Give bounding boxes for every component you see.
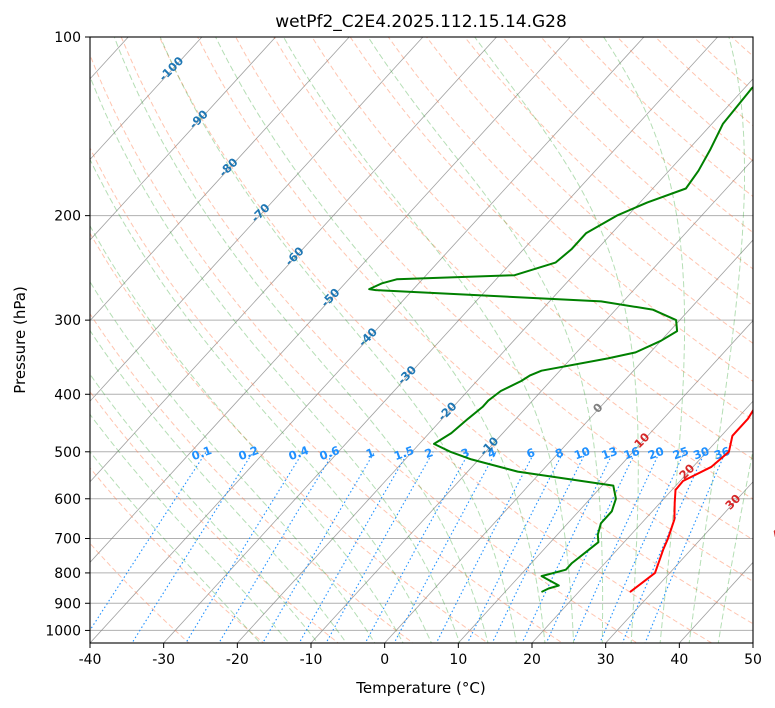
- mixing-ratio-line: [393, 451, 497, 643]
- moist-adiabat-line: [113, 37, 489, 643]
- x-tick-label: -40: [79, 652, 102, 668]
- isotherm-line: [90, 37, 276, 241]
- plot-background: [90, 37, 753, 643]
- dry-adiabat-line: [426, 37, 753, 344]
- mixing-ratio-line: [621, 451, 706, 643]
- dry-adiabat-line: [90, 390, 339, 643]
- x-tick-label: -20: [226, 652, 249, 668]
- moist-adiabat-line: [688, 37, 745, 643]
- axes: -40 -30 -20 -10 0 10 20 30 40 50 100 200 300 400 500 60…: [45, 30, 762, 668]
- moist-adiabat-line: [367, 37, 604, 643]
- dry-adiabat-line: [120, 37, 713, 643]
- y-tick-label: 800: [54, 566, 81, 582]
- mixing-ratio-label: 0.6: [318, 443, 342, 463]
- y-tick-label: 300: [54, 313, 81, 329]
- moist-adiabat-line: [90, 224, 404, 643]
- y-tick-label: 900: [54, 596, 81, 612]
- mixing-ratio-line: [521, 451, 614, 643]
- mixing-ratio-line: [364, 451, 470, 643]
- moist-adiabat-line: [90, 280, 376, 643]
- isotherm-label: 40: [769, 521, 775, 542]
- moist-adiabat-line: [159, 37, 518, 643]
- mixing-ratio-label: 36: [712, 444, 732, 463]
- moist-adiabat-line: [90, 450, 261, 643]
- y-tick-label: 100: [54, 30, 81, 46]
- mixing-ratio-line: [325, 451, 434, 643]
- x-tick-label: 20: [523, 652, 541, 668]
- moist-adiabat-line: [717, 448, 753, 643]
- isotherm-line: [237, 78, 753, 643]
- isotherm-line: [310, 158, 753, 643]
- isotherm-line: [90, 37, 203, 161]
- isotherm-line: [90, 37, 497, 483]
- dewpoint-profile-line: [368, 86, 753, 593]
- dry-adiabat-line: [387, 37, 753, 382]
- x-tick-label: 40: [670, 652, 688, 668]
- mixing-ratio-line: [262, 451, 376, 643]
- dry-adiabat-line: [235, 37, 753, 541]
- moist-adiabat-line: [90, 373, 319, 643]
- y-tick-label: 600: [54, 492, 81, 508]
- mixing-ratio-line: [218, 451, 335, 643]
- isotherm-line: [90, 37, 424, 402]
- mixing-ratio-line: [599, 451, 685, 643]
- mixing-ratio-label: 1.5: [392, 443, 416, 463]
- mixing-ratio-label: 25: [671, 444, 691, 463]
- x-tick-label: 0: [380, 652, 389, 668]
- dry-adiabat-line: [90, 146, 564, 643]
- mixing-ratio-label: 20: [646, 444, 666, 463]
- mixing-ratio-label: 13: [600, 444, 620, 463]
- isotherm-line: [90, 37, 571, 563]
- moist-adiabat-line: [90, 75, 461, 643]
- y-tick-label: 1000: [45, 623, 81, 639]
- moist-adiabat-line: [90, 413, 290, 643]
- isotherm-line: [90, 37, 645, 643]
- x-axis-title: Temperature (°C): [355, 679, 485, 697]
- x-tick-label: -30: [152, 652, 175, 668]
- mixing-ratio-label: 0.1: [190, 443, 214, 463]
- chart-title: wetPf2_C2E4.2025.112.15.14.G28: [275, 12, 567, 32]
- mixing-ratio-line: [131, 451, 254, 643]
- moist-adiabat-line: [90, 158, 432, 643]
- moist-adiabat-line: [283, 37, 575, 643]
- mixing-ratio-line: [644, 451, 727, 643]
- isotherm-labels: 0.1 0.2 0.4 0.6 1 1.5 2 3 4 6 8 10 13 16 20 25 30 36-100-…: [156, 54, 775, 542]
- mixing-ratio-line: [185, 451, 304, 643]
- profile-lines: [368, 86, 753, 593]
- y-tick-label: 200: [54, 209, 81, 225]
- mixing-ratio-line: [298, 451, 409, 643]
- dry-adiabat-line: [90, 232, 489, 643]
- y-tick-label: 400: [54, 387, 81, 403]
- y-tick-label: 500: [54, 445, 81, 461]
- x-tick-label: 10: [449, 652, 467, 668]
- isotherm-line: [163, 37, 718, 643]
- x-tick-label: -10: [300, 652, 323, 668]
- x-tick-label: 30: [597, 652, 615, 668]
- isotherm-line: [605, 481, 753, 643]
- dry-adiabat-line: [90, 467, 265, 643]
- mixing-ratio-label: 0.2: [237, 443, 261, 463]
- isotherm-line: [752, 642, 753, 643]
- y-axis-title: Pressure (hPa): [11, 286, 29, 394]
- dry-adiabat-line: [90, 313, 414, 643]
- y-tick-label: 700: [54, 532, 81, 548]
- moist-adiabat-line: [474, 37, 639, 643]
- background-lines: [90, 37, 775, 655]
- dry-adiabat-line: [158, 37, 753, 625]
- mixing-ratio-label: 10: [572, 444, 592, 463]
- temperature-profile-line: [629, 408, 753, 593]
- isotherm-line: [531, 400, 753, 643]
- isotherm-line: [90, 37, 350, 322]
- dry-adiabat-line: [770, 37, 775, 655]
- moist-adiabat-line: [90, 329, 347, 643]
- mixing-ratio-label: 0.4: [287, 443, 311, 463]
- plot-frame: [89, 36, 754, 644]
- isotherm-line: [458, 320, 753, 643]
- x-tick-label: 50: [744, 652, 762, 668]
- mixing-ratio-label: 30: [691, 444, 711, 463]
- dry-adiabat-line: [311, 37, 753, 460]
- mixing-ratio-label: 16: [622, 444, 642, 463]
